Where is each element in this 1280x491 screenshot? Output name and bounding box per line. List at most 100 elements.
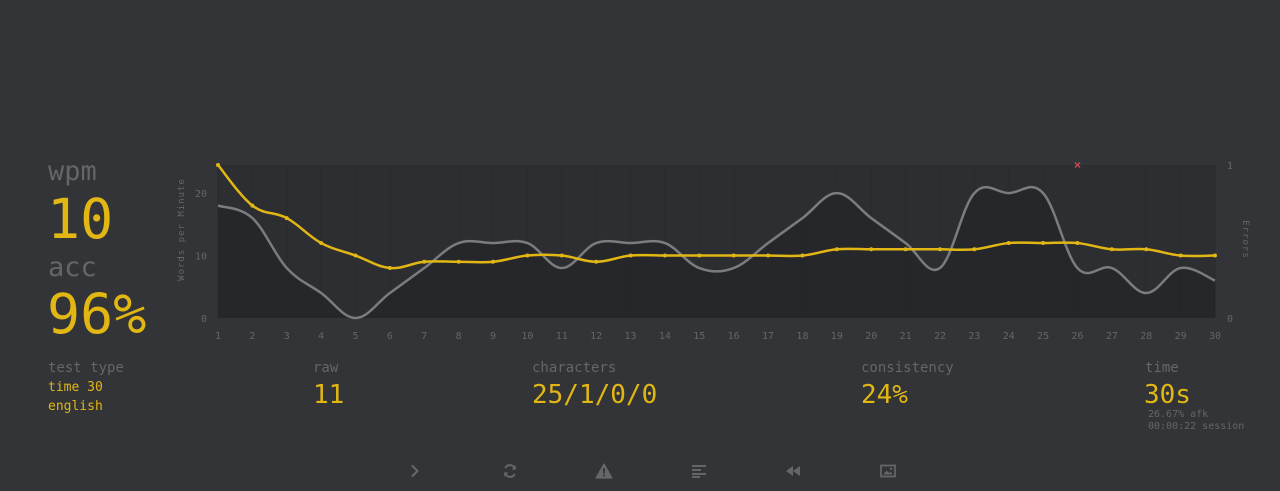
wpm-point [284,216,289,221]
error-marker [1074,162,1081,168]
y-tick-label: 20 [195,189,207,200]
x-tick-label: 1 [215,331,221,342]
x-tick-labels: 1 2 3 4 5 6 7 8 9 10 11 12 13 14 15 16 17 18 19 20 21 22 23 24 2… [215,331,1221,342]
x-tick-label: 10 [521,331,533,342]
wpm-point [800,253,805,258]
wpm-point [319,241,324,246]
x-tick-label: 2 [249,331,255,342]
wpm-point [697,253,702,258]
x-tick-label: 24 [1003,331,1015,342]
wpm-point [422,259,427,264]
time-value: 30s [1144,380,1191,410]
test-type-language: english [48,399,103,414]
wpm-series-line [217,164,1216,270]
raw-series-area [218,187,1215,318]
wpm-point [1041,241,1046,246]
x-tick-label: 25 [1037,331,1049,342]
wpm-point [1178,253,1183,258]
wpm-point [1144,247,1149,252]
wpm-point [216,163,220,167]
acc-label: acc [48,252,97,283]
words-history-button[interactable] [686,458,712,484]
restart-icon [504,464,516,478]
x-tick-label: 4 [318,331,324,342]
consistency-value: 24% [861,380,908,410]
wpm-point [972,247,977,252]
x-tick-label: 19 [831,331,843,342]
x-tick-label: 6 [387,331,393,342]
x-tick-label: 5 [353,331,359,342]
restart-test-button[interactable] [497,458,523,484]
wpm-point [766,253,771,258]
wpm-point [491,259,496,264]
words-history-icon [692,465,706,478]
wpm-point [628,253,633,258]
x-tick-label: 28 [1140,331,1152,342]
x-tick-label: 8 [456,331,462,342]
replay-icon [786,466,800,476]
x-tick-label: 15 [693,331,705,342]
x-tick-label: 11 [556,331,568,342]
wpm-point [559,253,564,258]
replay-button[interactable] [780,458,806,484]
report-button[interactable] [591,458,617,484]
wpm-point [1006,241,1011,246]
x-tick-label: 29 [1175,331,1187,342]
y2-tick-label: 1 [1227,161,1233,172]
x-tick-label: 3 [284,331,290,342]
grid-lines [217,165,1216,318]
x-tick-label: 22 [934,331,946,342]
warning-icon [595,463,613,479]
result-actions-bar [0,458,1280,484]
x-tick-label: 18 [796,331,808,342]
x-tick-label: 23 [968,331,980,342]
wpm-point [353,253,358,258]
next-test-button[interactable] [402,458,428,484]
consistency-label: consistency [861,360,954,376]
raw-series-line [217,185,1216,320]
x-tick-label: 13 [625,331,637,342]
wpm-point [731,253,736,258]
y-axis-title: Words per Minute [177,178,187,281]
wpm-point [525,253,530,258]
session-text: 00:00:22 session [1148,421,1245,432]
acc-value: 96% [47,282,147,346]
y-tick-labels: 0 10 20 [195,189,207,325]
error-marker-stroke [1074,162,1081,168]
x-tick-label: 21 [900,331,912,342]
screenshot-button[interactable] [875,458,901,484]
wpm-series-points [216,163,1217,271]
wpm-point [1213,253,1217,258]
x-tick-label: 16 [728,331,740,342]
x-tick-label: 7 [421,331,427,342]
wpm-point [869,247,874,252]
wpm-value: 10 [47,187,114,251]
plot-area [218,165,1215,318]
x-tick-label: 9 [490,331,496,342]
next-test-icon [411,464,419,478]
wpm-point [903,247,908,252]
wpm-point [1109,247,1114,252]
wpm-point [594,259,599,264]
y2-tick-label: 0 [1227,314,1233,325]
wpm-point [456,259,461,264]
afk-text: 26.67% afk [1148,409,1209,420]
x-tick-label: 20 [865,331,877,342]
x-tick-label: 12 [590,331,602,342]
y-tick-label: 10 [195,252,207,263]
characters-label: characters [532,360,617,376]
characters-value: 25/1/0/0 [532,380,658,410]
test-type-mode: time 30 [48,380,103,395]
wpm-point [834,247,839,252]
x-tick-label: 14 [659,331,671,342]
wpm-label: wpm [48,156,97,187]
x-tick-label: 27 [1106,331,1118,342]
time-label: time [1145,360,1179,376]
wpm-point [387,266,392,271]
y2-axis-title: Errors [1240,220,1250,259]
wpm-point [1075,241,1080,246]
wpm-point [662,253,667,258]
y2-tick-labels: 01 [1227,161,1233,325]
y-tick-label: 0 [201,314,207,325]
